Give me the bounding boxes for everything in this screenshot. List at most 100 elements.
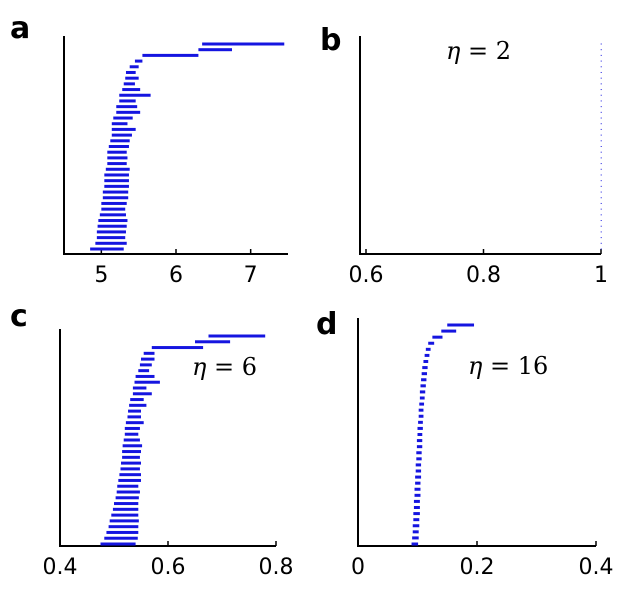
interval-bar (600, 202, 602, 204)
interval-bar (600, 134, 602, 136)
interval-bar (600, 140, 602, 142)
eta-annotation: η = 6 (192, 353, 257, 381)
interval-bar (600, 157, 602, 159)
interval-bar (600, 106, 602, 108)
x-tick-label: 6 (169, 263, 183, 288)
x-tick-label: 0.6 (151, 555, 186, 580)
interval-bar (102, 190, 129, 194)
x-tick-label: 0.6 (349, 263, 384, 288)
panel-letter: b (320, 23, 341, 58)
interval-bar (123, 438, 140, 442)
interval-bar (132, 386, 147, 390)
interval-bar (600, 174, 602, 176)
interval-bar (600, 83, 602, 85)
panel-c: 0.4 0.6 0.8 c η = 6 (10, 299, 294, 580)
interval-bar (116, 105, 138, 109)
interval-bar (600, 128, 602, 130)
interval-bar (132, 392, 152, 396)
x-tick-label: 7 (244, 263, 258, 288)
interval-bar (413, 512, 420, 516)
interval-bar (143, 351, 155, 355)
x-tick-label: 0.4 (579, 555, 614, 580)
interval-bar (412, 536, 419, 540)
panel-letter: c (10, 299, 28, 334)
interval-bar (130, 398, 144, 402)
interval-bar (138, 369, 150, 373)
interval-bar (110, 139, 130, 143)
interval-bar (96, 236, 126, 240)
interval-bar (415, 481, 421, 485)
interval-bar (415, 475, 422, 479)
interval-bar (425, 347, 431, 351)
interval-bar (113, 116, 133, 120)
interval-bar (119, 473, 141, 477)
interval-bar (600, 163, 602, 165)
interval-bar (600, 123, 602, 125)
interval-bar (135, 374, 155, 378)
interval-bar (111, 133, 132, 137)
interval-bar (600, 117, 602, 119)
interval-bar (104, 173, 129, 177)
interval-bar (418, 420, 423, 424)
interval-bar (109, 519, 139, 523)
interval-bar (413, 518, 420, 522)
interval-bar (414, 487, 421, 491)
interval-bar (600, 191, 602, 193)
interval-bar (115, 496, 139, 500)
interval-bar (600, 66, 602, 68)
panel-letter: d (316, 307, 337, 342)
interval-bar (421, 372, 428, 376)
interval-bar (418, 414, 424, 418)
interval-bar (600, 43, 602, 45)
interval-bar (600, 77, 602, 79)
interval-bar (104, 184, 129, 188)
interval-bar (151, 346, 204, 350)
interval-bar (420, 384, 426, 388)
interval-bar (123, 82, 135, 86)
interval-bar (116, 490, 140, 494)
interval-bar (106, 530, 139, 534)
interval-bar (119, 99, 136, 103)
interval-bar (125, 76, 139, 80)
interval-bar (600, 248, 602, 250)
x-tick-label: 0 (351, 555, 365, 580)
interval-bar (122, 455, 140, 459)
interval-bar (416, 451, 422, 455)
interval-bar (600, 185, 602, 187)
interval-bar (101, 201, 127, 205)
interval-bar (412, 524, 420, 528)
interval-bar (600, 60, 602, 62)
interval-bar (600, 49, 602, 51)
interval-bar (95, 241, 127, 245)
interval-bar (108, 145, 129, 148)
interval-bar (104, 179, 129, 183)
interval-bar (107, 150, 127, 154)
interval-bar (107, 162, 127, 166)
interval-bar (117, 484, 139, 488)
interval-bar (416, 445, 423, 449)
interval-bar (413, 499, 420, 503)
x-tick-label: 0.8 (466, 263, 501, 288)
interval-bar (418, 408, 424, 412)
interval-bar (447, 323, 475, 327)
interval-bar (600, 220, 602, 222)
interval-bar (600, 100, 602, 102)
panel-d: 0 0.2 0.4 d η = 16 (316, 307, 614, 580)
interval-bar (600, 242, 602, 244)
x-tick-label: 0.2 (460, 555, 495, 580)
interval-bar (139, 363, 152, 367)
eta-annotation: η = 16 (468, 352, 548, 380)
interval-bar (600, 71, 602, 73)
interval-bar (127, 415, 141, 419)
interval-bar (600, 151, 602, 153)
interval-bar (112, 507, 139, 511)
interval-bar (125, 70, 136, 74)
interval-bar (600, 146, 602, 147)
interval-bar (102, 196, 129, 200)
interval-bar (100, 542, 136, 546)
interval-bar (142, 53, 199, 57)
panel-a: 5 6 7 a (10, 11, 288, 288)
interval-bar (141, 357, 155, 361)
panel-b: 0.6 0.8 1 b η = 2 (320, 23, 608, 288)
